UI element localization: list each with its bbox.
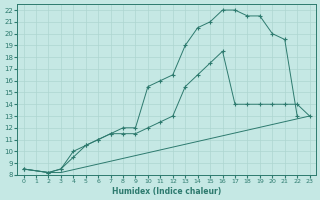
X-axis label: Humidex (Indice chaleur): Humidex (Indice chaleur) [112,187,221,196]
